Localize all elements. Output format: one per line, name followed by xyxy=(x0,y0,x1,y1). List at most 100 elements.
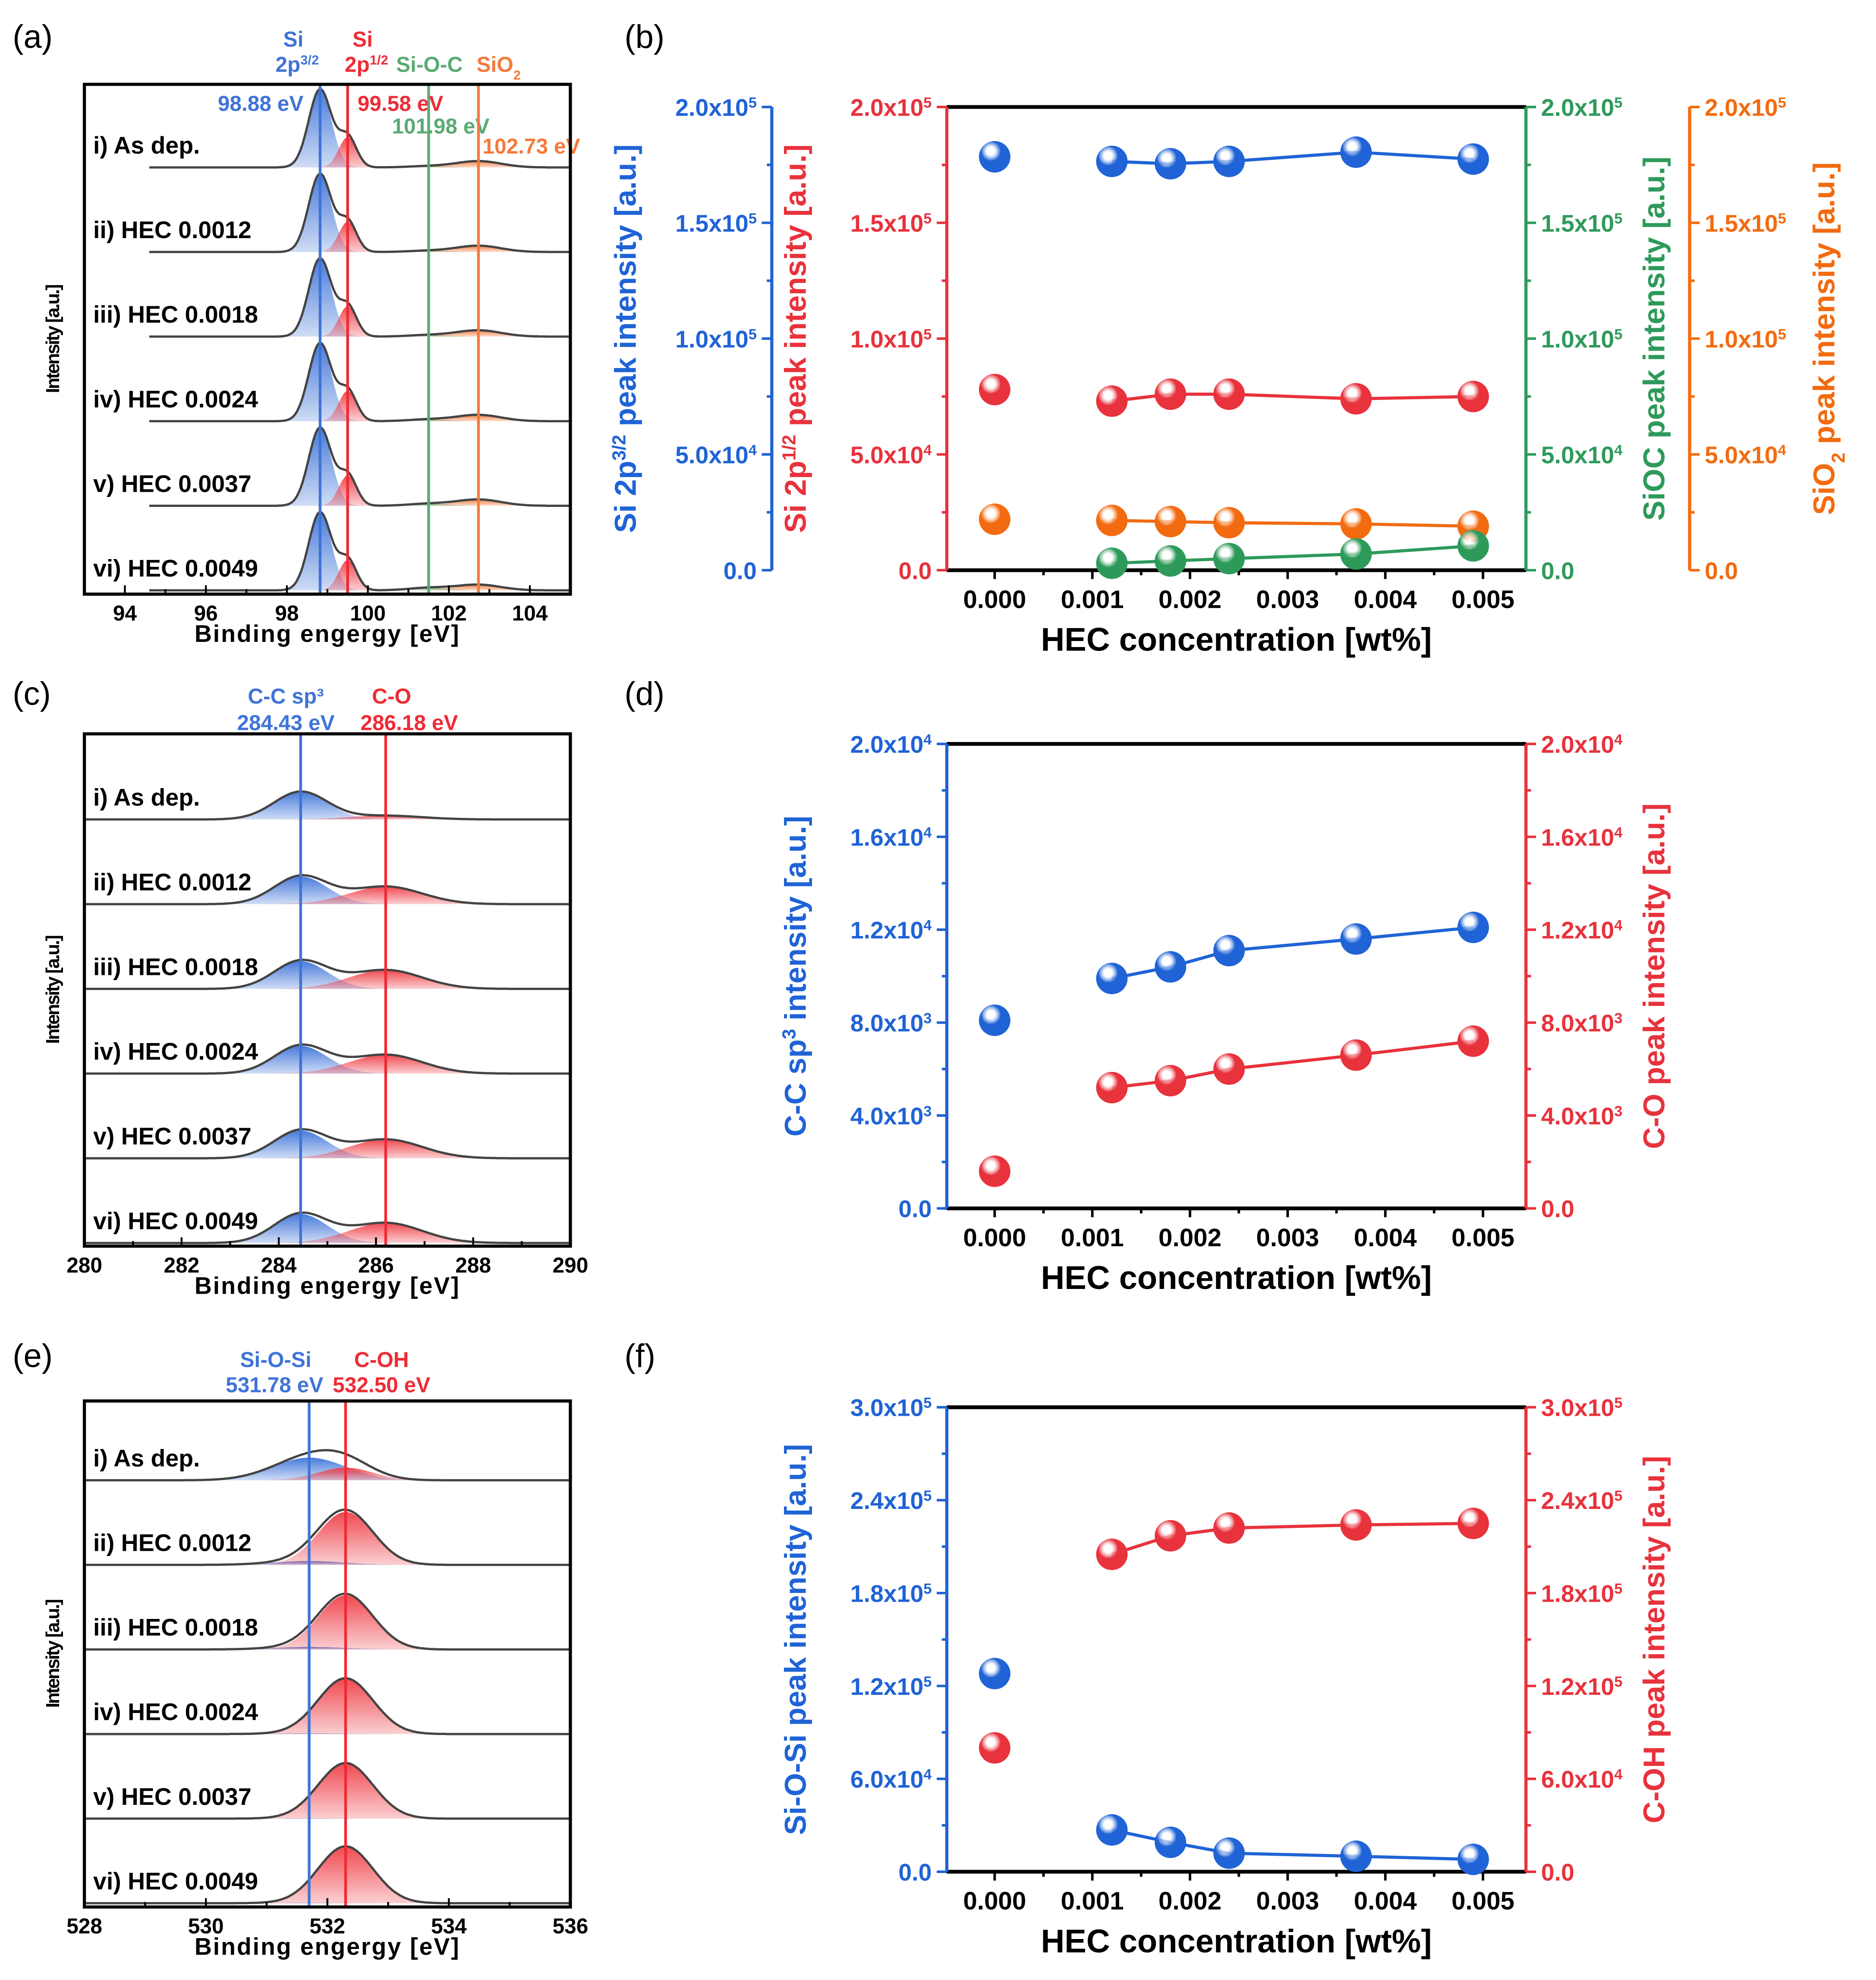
data-point-sioc xyxy=(1340,538,1372,570)
y-tick-label-text: 2.4x10 xyxy=(850,1487,924,1514)
y-tick-label-sup: 4 xyxy=(1778,442,1786,459)
data-point-si-2p3-2 xyxy=(1096,145,1128,177)
y-axis-title: C-O peak intensity [a.u.] xyxy=(1637,803,1671,1149)
y-tick-label-sup: 3 xyxy=(923,1010,932,1027)
x-tick-label: 280 xyxy=(66,1253,102,1277)
y-tick-label: 0.0 xyxy=(724,557,757,584)
peak-header-label-text: Si xyxy=(283,27,304,51)
y-tick-label-sup: 4 xyxy=(1614,1766,1622,1783)
envelope-curve xyxy=(84,1762,570,1820)
envelope-curve xyxy=(149,511,570,592)
y-axis-title-text: C-C sp xyxy=(779,1039,812,1137)
peak-header-label: Si-O-C xyxy=(396,52,463,76)
x-tick-label: 0.004 xyxy=(1354,1224,1417,1252)
y-tick-label-text: 1.2x10 xyxy=(850,917,924,944)
peak-header-label-text: Si xyxy=(353,27,373,51)
x-tick-label: 0.000 xyxy=(963,1224,1026,1252)
data-point-si-2p3-2 xyxy=(1457,143,1489,175)
y-tick-label-text: 8.0x10 xyxy=(1541,1010,1615,1037)
panel-label: (f) xyxy=(624,1338,655,1374)
y-tick-label-sup: 5 xyxy=(1614,1488,1622,1504)
y-tick-label-sup: 5 xyxy=(1614,326,1622,343)
data-point-si-2p1-2 xyxy=(1155,378,1187,410)
envelope-curve xyxy=(149,88,570,169)
sample-label: ii) HEC 0.0012 xyxy=(93,1530,252,1556)
y-axis-title: SiOC peak intensity [a.u.] xyxy=(1637,157,1671,521)
sample-label: ii) HEC 0.0012 xyxy=(93,869,252,896)
sample-label: v) HEC 0.0037 xyxy=(93,470,252,497)
sample-label: ii) HEC 0.0012 xyxy=(93,217,252,243)
y-tick-label-text: 1.8x10 xyxy=(1541,1580,1615,1607)
y-axis-title-sup: 3/2 xyxy=(609,435,630,461)
x-tick-label: 290 xyxy=(553,1253,589,1277)
peak-header-label-text: Si-O-Si xyxy=(240,1348,311,1372)
x-tick-label: 0.003 xyxy=(1256,585,1319,613)
y-tick-label-text: 2.0x10 xyxy=(1705,94,1778,121)
y-tick-label-text: 1.6x10 xyxy=(850,824,924,851)
y-axis-title-text: peak intensity [a.u.] xyxy=(1807,162,1841,453)
y-tick-label: 1.0x105 xyxy=(1541,326,1623,352)
y-tick-label-text: 1.5x10 xyxy=(850,210,924,237)
y-tick-label-text: 5.0x10 xyxy=(850,442,924,468)
y-tick-label-sup: 4 xyxy=(749,442,757,459)
y-tick-label: 5.0x104 xyxy=(675,442,757,468)
data-point-c-o xyxy=(1155,1065,1187,1097)
y-tick-label-sup: 4 xyxy=(923,824,932,841)
y-tick-label-text: 6.0x10 xyxy=(850,1766,924,1793)
x-tick-label: 0.003 xyxy=(1256,1224,1319,1252)
y-tick-label-text: 0.0 xyxy=(1541,1196,1574,1223)
x-axis-title: Binding engergy [eV] xyxy=(195,1273,460,1299)
y-axis-title-sub: 2 xyxy=(1829,453,1849,463)
peak-value-label: 101.98 eV xyxy=(392,114,489,138)
y-tick-label: 6.0x104 xyxy=(1541,1766,1623,1793)
y-tick-label-text: 0.0 xyxy=(898,1196,932,1223)
y-axis-title-sup: 3 xyxy=(779,1029,800,1039)
x-tick-label: 0.002 xyxy=(1158,1887,1221,1915)
sample-label: i) As dep. xyxy=(93,132,200,159)
data-point-si-o-si xyxy=(1457,1843,1489,1875)
x-tick-label: 0.000 xyxy=(963,1887,1026,1915)
envelope-curve xyxy=(84,790,570,821)
envelope-curve xyxy=(84,1845,570,1905)
y-tick-label: 2.0x105 xyxy=(1705,94,1786,121)
y-tick-label: 5.0x104 xyxy=(850,442,932,468)
y-tick-label-text: 2.0x10 xyxy=(1541,731,1615,758)
peak-value-label: 532.50 eV xyxy=(333,1373,430,1397)
y-tick-label: 1.0x105 xyxy=(675,326,757,352)
peak-header-label-text: 2p xyxy=(345,52,370,76)
x-tick-label: 96 xyxy=(194,601,218,625)
envelope-curve xyxy=(84,874,570,905)
y-tick-label-sup: 5 xyxy=(1778,94,1786,111)
y-tick-label-sup: 5 xyxy=(923,326,932,343)
y-tick-label-sup: 5 xyxy=(749,211,757,227)
y-tick-label: 3.0x105 xyxy=(850,1395,932,1421)
y-tick-label: 1.8x105 xyxy=(850,1580,932,1607)
y-axis-title-text: SiOC peak intensity [a.u.] xyxy=(1637,157,1671,521)
data-point-sioc xyxy=(1213,543,1245,575)
y-tick-label: 5.0x104 xyxy=(1705,442,1786,468)
y-axis-title-text: peak intensity [a.u.] xyxy=(779,145,812,435)
data-point-c-oh xyxy=(979,1732,1010,1764)
sample-label: iv) HEC 0.0024 xyxy=(93,1699,258,1725)
peak-header-label-text: C-C sp³ xyxy=(248,684,324,708)
y-tick-label: 0.0 xyxy=(1541,1196,1574,1223)
y-tick-label-text: 0.0 xyxy=(1705,557,1738,584)
y-tick-label-text: 2.0x10 xyxy=(675,94,749,121)
data-point-sioc xyxy=(1457,530,1489,562)
peak-header-label-text: SiO xyxy=(476,52,513,76)
y-tick-label-sup: 5 xyxy=(923,1395,932,1411)
x-axis-title: HEC concentration [wt%] xyxy=(1041,1260,1432,1296)
sample-label: v) HEC 0.0037 xyxy=(93,1783,252,1810)
y-axis-title-text: peak intensity [a.u.] xyxy=(609,145,642,435)
y-tick-label: 1.8x105 xyxy=(1541,1580,1623,1607)
y-tick-label-text: 5.0x10 xyxy=(1705,442,1778,468)
envelope-curve xyxy=(149,342,570,422)
data-point-c-c-sp3 xyxy=(1213,935,1245,967)
y-tick-label-text: 1.8x10 xyxy=(850,1580,924,1607)
envelope-curve xyxy=(84,1043,570,1075)
x-tick-label: 286 xyxy=(358,1253,394,1277)
x-tick-label: 528 xyxy=(66,1914,102,1938)
peak-value-label: 284.43 eV xyxy=(237,710,334,735)
y-tick-label: 1.5x105 xyxy=(1541,210,1623,237)
x-tick-label: 532 xyxy=(309,1914,345,1938)
